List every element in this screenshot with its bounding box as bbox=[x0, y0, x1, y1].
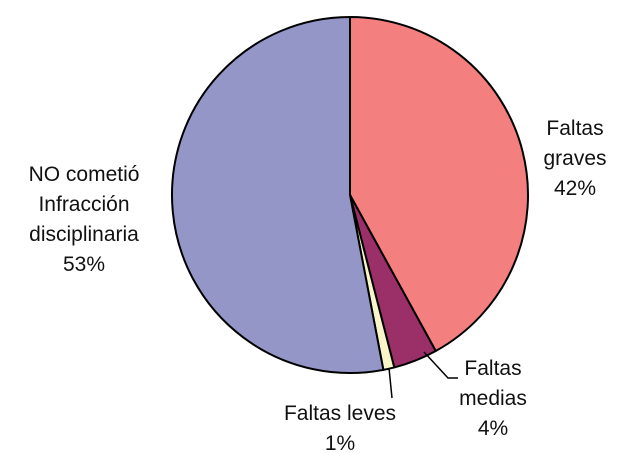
slice-label: Faltas medias bbox=[459, 357, 527, 410]
slice-label: Faltas graves bbox=[543, 117, 607, 170]
slice-value-label: 42% bbox=[553, 177, 597, 200]
slice-value-label: 1% bbox=[324, 432, 356, 453]
pie-slice bbox=[349, 16, 529, 352]
leader-line bbox=[388, 367, 393, 399]
slice-label: NO cometió Infracción disciplinaria bbox=[28, 163, 140, 246]
slice-value-label: 53% bbox=[62, 253, 106, 276]
pie-slice bbox=[171, 16, 385, 374]
leader-line bbox=[423, 351, 458, 379]
slice-label: Faltas leves bbox=[283, 402, 397, 425]
slice-value-label: 4% bbox=[477, 417, 509, 440]
